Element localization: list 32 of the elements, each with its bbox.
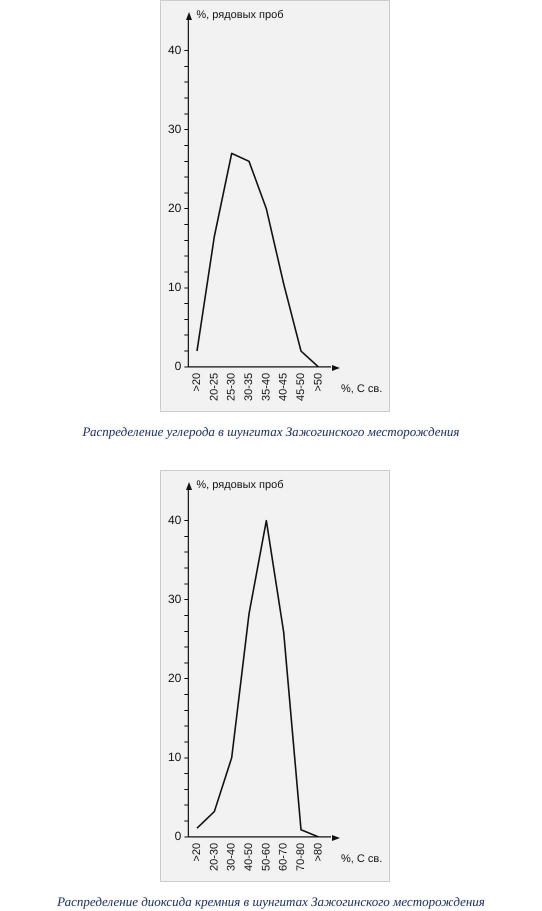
y-tick-label: 10 xyxy=(168,280,182,294)
x-tick-label: >20 xyxy=(191,842,204,862)
x-tick-label: >50 xyxy=(312,372,324,392)
x-tick-label: 70-80 xyxy=(295,842,308,872)
x-tick-label: 40-50 xyxy=(243,842,256,872)
y-tick-label: 0 xyxy=(174,359,182,374)
y-tick-label: 10 xyxy=(168,750,182,764)
y-tick-label: 20 xyxy=(168,201,182,216)
y-tick-label: 20 xyxy=(168,671,182,686)
x-tick-label: 30-35 xyxy=(243,372,256,402)
x-tick-label: 40-45 xyxy=(278,372,290,402)
x-tick-label: 50-60 xyxy=(260,842,272,872)
x-tick-label: 35-40 xyxy=(260,372,272,402)
text: Распределение диоксида кремния в шунгитах Зажогинского месторождения xyxy=(56,894,486,910)
y-tick-label: 0 xyxy=(174,829,182,844)
text: Распределение углерода в шунгитах Зажогинского месторождения xyxy=(82,424,460,440)
x-axis-title: %, С св. xyxy=(341,382,382,395)
y-tick-label: 40 xyxy=(168,42,182,57)
x-tick-label: 60-70 xyxy=(278,842,290,872)
y-tick-label: 40 xyxy=(168,512,182,527)
x-tick-label: 25-30 xyxy=(226,372,238,402)
x-tick-label: >20 xyxy=(191,372,204,392)
x-tick-label: 20-25 xyxy=(208,372,220,402)
x-axis-title: %, С св. xyxy=(341,852,382,865)
x-tick-label: 45-50 xyxy=(295,372,308,402)
x-tick-label: >80 xyxy=(312,842,324,862)
x-tick-label: 20-30 xyxy=(208,842,220,872)
y-tick-label: 30 xyxy=(168,122,182,136)
y-axis-title: %, рядовых проб xyxy=(196,9,284,22)
y-tick-label: 30 xyxy=(168,592,182,606)
y-axis-title: %, рядовых проб xyxy=(196,479,284,492)
x-tick-label: 30-40 xyxy=(226,842,238,872)
